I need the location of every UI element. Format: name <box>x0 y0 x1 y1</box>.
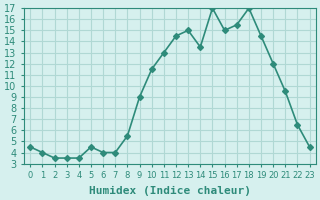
X-axis label: Humidex (Indice chaleur): Humidex (Indice chaleur) <box>89 186 251 196</box>
